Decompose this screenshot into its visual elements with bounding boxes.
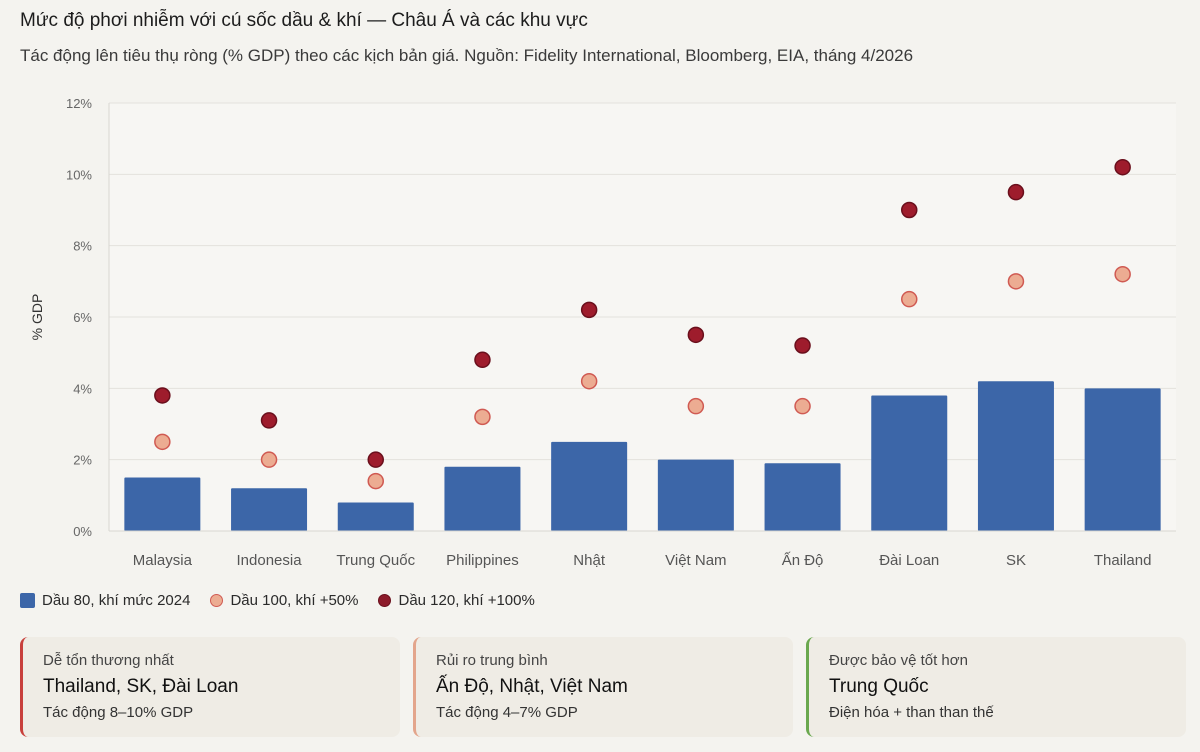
y-tick-label: 6% bbox=[73, 310, 92, 325]
bar bbox=[444, 466, 521, 531]
point-mid bbox=[794, 397, 811, 415]
y-tick-label: 2% bbox=[73, 453, 92, 468]
card-most-vulnerable: Dễ tổn thương nhất Thailand, SK, Đài Loa… bbox=[20, 637, 400, 737]
bar bbox=[871, 395, 948, 531]
point-high bbox=[1114, 158, 1131, 176]
legend-label-bar: Dầu 80, khí mức 2024 bbox=[42, 592, 191, 609]
point-high bbox=[154, 387, 171, 404]
x-tick-label: Việt Nam bbox=[665, 552, 726, 569]
card-value: Thailand, SK, Đài Loan bbox=[43, 676, 239, 697]
x-tick-label: SK bbox=[1006, 552, 1026, 569]
point-high bbox=[687, 326, 705, 344]
bar bbox=[337, 502, 414, 531]
y-tick-label: 8% bbox=[73, 239, 92, 254]
point-high bbox=[474, 351, 491, 369]
bar bbox=[657, 459, 734, 531]
point-mid bbox=[901, 290, 918, 308]
x-tick-label: Philippines bbox=[446, 552, 519, 569]
legend-swatch-bar bbox=[20, 593, 35, 608]
bar bbox=[124, 477, 201, 531]
legend-item-mid: Dầu 100, khí +50% bbox=[210, 592, 358, 609]
legend-swatch-high bbox=[378, 594, 392, 607]
card-value: Ấn Độ, Nhật, Việt Nam bbox=[436, 676, 628, 697]
x-tick-label: Indonesia bbox=[237, 552, 303, 569]
point-high bbox=[367, 451, 384, 468]
point-high bbox=[794, 337, 811, 354]
x-tick-label: Ấn Độ bbox=[782, 552, 824, 569]
legend-item-high: Dầu 120, khí +100% bbox=[378, 592, 535, 609]
chart-legend: Dầu 80, khí mức 2024 Dầu 100, khí +50% D… bbox=[20, 592, 555, 609]
point-mid bbox=[474, 408, 491, 426]
chart-area: 0% 2% 4% 6% 8% 10% 12% % GDP Malaysia Indonesia Tr… bbox=[29, 96, 1176, 569]
bar bbox=[764, 463, 841, 531]
point-mid bbox=[687, 397, 705, 415]
point-high bbox=[580, 301, 598, 319]
point-mid bbox=[154, 433, 171, 451]
point-mid bbox=[580, 372, 598, 390]
card-note: Điện hóa + than than thế bbox=[829, 704, 994, 721]
y-tick-label: 10% bbox=[66, 167, 92, 182]
legend-label-high: Dầu 120, khí +100% bbox=[398, 592, 535, 609]
card-note: Tác động 4–7% GDP bbox=[436, 704, 578, 721]
x-tick-label: Nhật bbox=[573, 552, 606, 569]
card-label: Dễ tổn thương nhất bbox=[43, 652, 174, 669]
card-note: Tác động 8–10% GDP bbox=[43, 704, 194, 721]
point-mid bbox=[260, 451, 278, 468]
bar bbox=[231, 488, 308, 531]
chart-subtitle: Tác động lên tiêu thụ ròng (% GDP) theo … bbox=[20, 46, 914, 65]
bar bbox=[1084, 388, 1161, 531]
x-tick-label: Đài Loan bbox=[879, 552, 939, 569]
y-tick-label: 12% bbox=[66, 96, 92, 111]
y-axis-label: % GDP bbox=[29, 294, 45, 341]
point-high bbox=[901, 201, 918, 219]
legend-swatch-mid bbox=[210, 594, 224, 607]
legend-label-mid: Dầu 100, khí +50% bbox=[230, 592, 359, 609]
x-tick-label: Malaysia bbox=[133, 552, 193, 569]
point-high bbox=[260, 412, 278, 429]
card-better-protected: Được bảo vệ tốt hơn Trung Quốc Điện hóa … bbox=[806, 637, 1186, 737]
point-high bbox=[1007, 183, 1025, 201]
bar bbox=[977, 381, 1054, 531]
y-tick-label: 0% bbox=[73, 524, 92, 539]
bar bbox=[551, 441, 628, 531]
card-medium-risk: Rủi ro trung bình Ấn Độ, Nhật, Việt Nam … bbox=[413, 637, 793, 737]
x-tick-label: Trung Quốc bbox=[336, 552, 415, 569]
point-mid bbox=[367, 472, 384, 490]
y-tick-label: 4% bbox=[73, 381, 92, 396]
legend-item-bar: Dầu 80, khí mức 2024 bbox=[20, 592, 190, 609]
card-label: Rủi ro trung bình bbox=[436, 652, 548, 669]
chart-title: Mức độ phơi nhiễm với cú sốc dầu & khí —… bbox=[20, 10, 588, 31]
point-mid bbox=[1007, 273, 1025, 290]
x-tick-label: Thailand bbox=[1094, 552, 1152, 569]
point-mid bbox=[1114, 265, 1131, 283]
card-label: Được bảo vệ tốt hơn bbox=[829, 652, 968, 669]
card-value: Trung Quốc bbox=[829, 676, 929, 697]
